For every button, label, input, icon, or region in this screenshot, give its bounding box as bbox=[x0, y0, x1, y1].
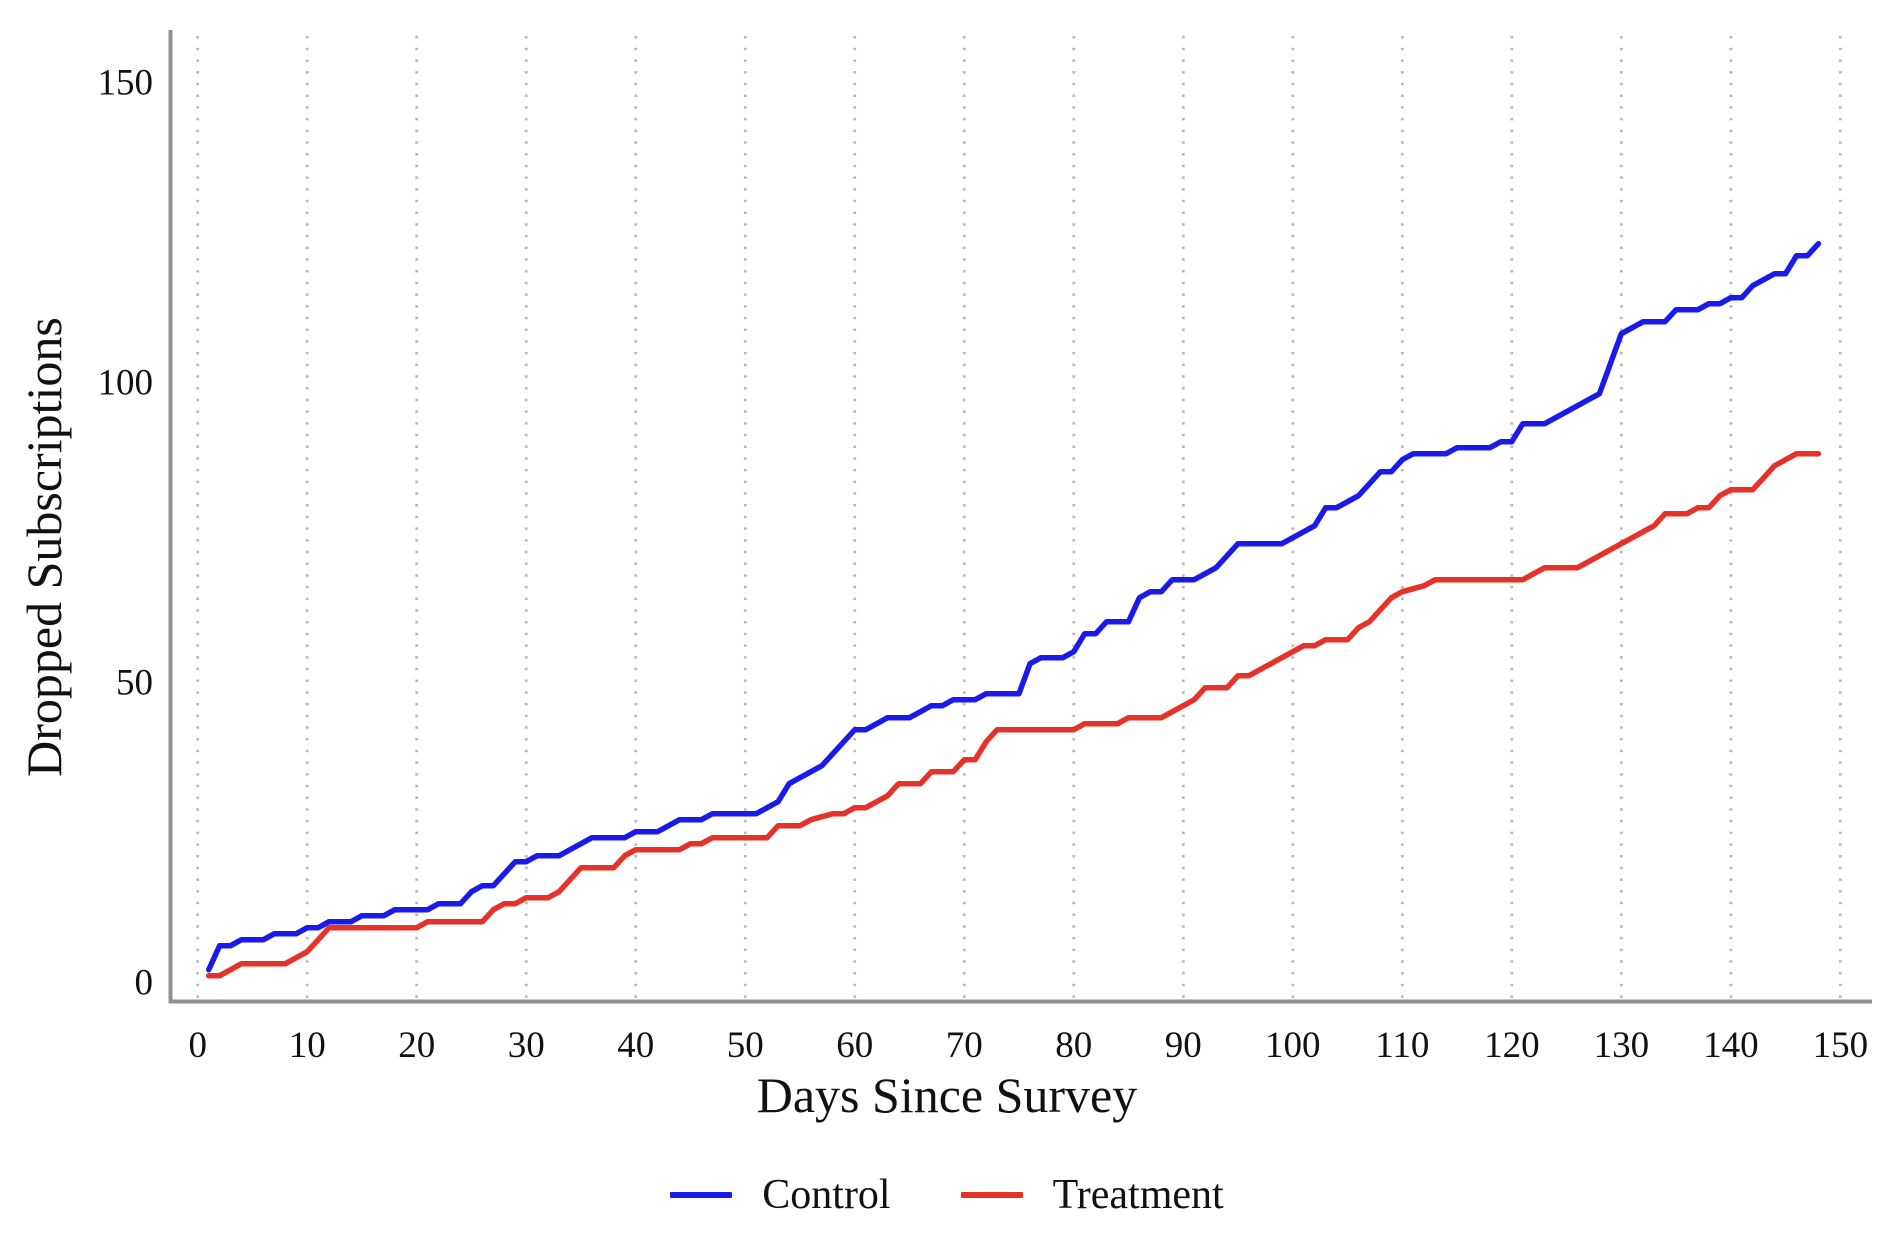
control-line bbox=[205, 240, 1822, 973]
legend-item-treatment: Treatment bbox=[960, 1172, 1224, 1218]
series-lines bbox=[205, 240, 1822, 979]
legend: Control Treatment bbox=[0, 1174, 1894, 1216]
gridlines bbox=[196, 36, 1842, 998]
x-tick-90: 90 bbox=[1165, 1025, 1202, 1066]
y-tick-100: 100 bbox=[98, 363, 154, 404]
y-tick-labels: 0 50 100 150 bbox=[98, 63, 154, 1004]
x-tick-labels: 0 10 20 30 40 50 60 70 80 90 100 110 120 130 140 150 bbox=[188, 1025, 1868, 1066]
x-tick-40: 40 bbox=[617, 1025, 654, 1066]
x-tick-100: 100 bbox=[1265, 1025, 1321, 1066]
x-tick-60: 60 bbox=[836, 1025, 873, 1066]
x-tick-0: 0 bbox=[188, 1025, 207, 1066]
axes bbox=[168, 30, 1872, 1004]
x-tick-50: 50 bbox=[727, 1025, 764, 1066]
control-line-swatch bbox=[670, 1192, 733, 1198]
x-tick-150: 150 bbox=[1813, 1025, 1869, 1066]
y-tick-150: 150 bbox=[98, 63, 154, 104]
x-axis-title: Days Since Survey bbox=[756, 1067, 1138, 1123]
x-tick-130: 130 bbox=[1594, 1025, 1650, 1066]
y-tick-50: 50 bbox=[116, 663, 153, 704]
x-tick-140: 140 bbox=[1703, 1025, 1759, 1066]
y-axis-title: Dropped Subscriptions bbox=[16, 317, 72, 777]
legend-label-treatment: Treatment bbox=[1052, 1172, 1224, 1218]
x-tick-20: 20 bbox=[398, 1025, 435, 1066]
x-tick-80: 80 bbox=[1055, 1025, 1092, 1066]
x-tick-70: 70 bbox=[946, 1025, 983, 1066]
treatment-line bbox=[205, 450, 1822, 979]
x-tick-110: 110 bbox=[1375, 1025, 1429, 1066]
legend-label-control: Control bbox=[762, 1172, 891, 1218]
legend-item-control: Control bbox=[670, 1172, 891, 1218]
y-tick-0: 0 bbox=[135, 963, 154, 1004]
x-tick-30: 30 bbox=[508, 1025, 545, 1066]
x-tick-10: 10 bbox=[289, 1025, 326, 1066]
x-tick-120: 120 bbox=[1484, 1025, 1540, 1066]
treatment-line-swatch bbox=[960, 1192, 1023, 1198]
